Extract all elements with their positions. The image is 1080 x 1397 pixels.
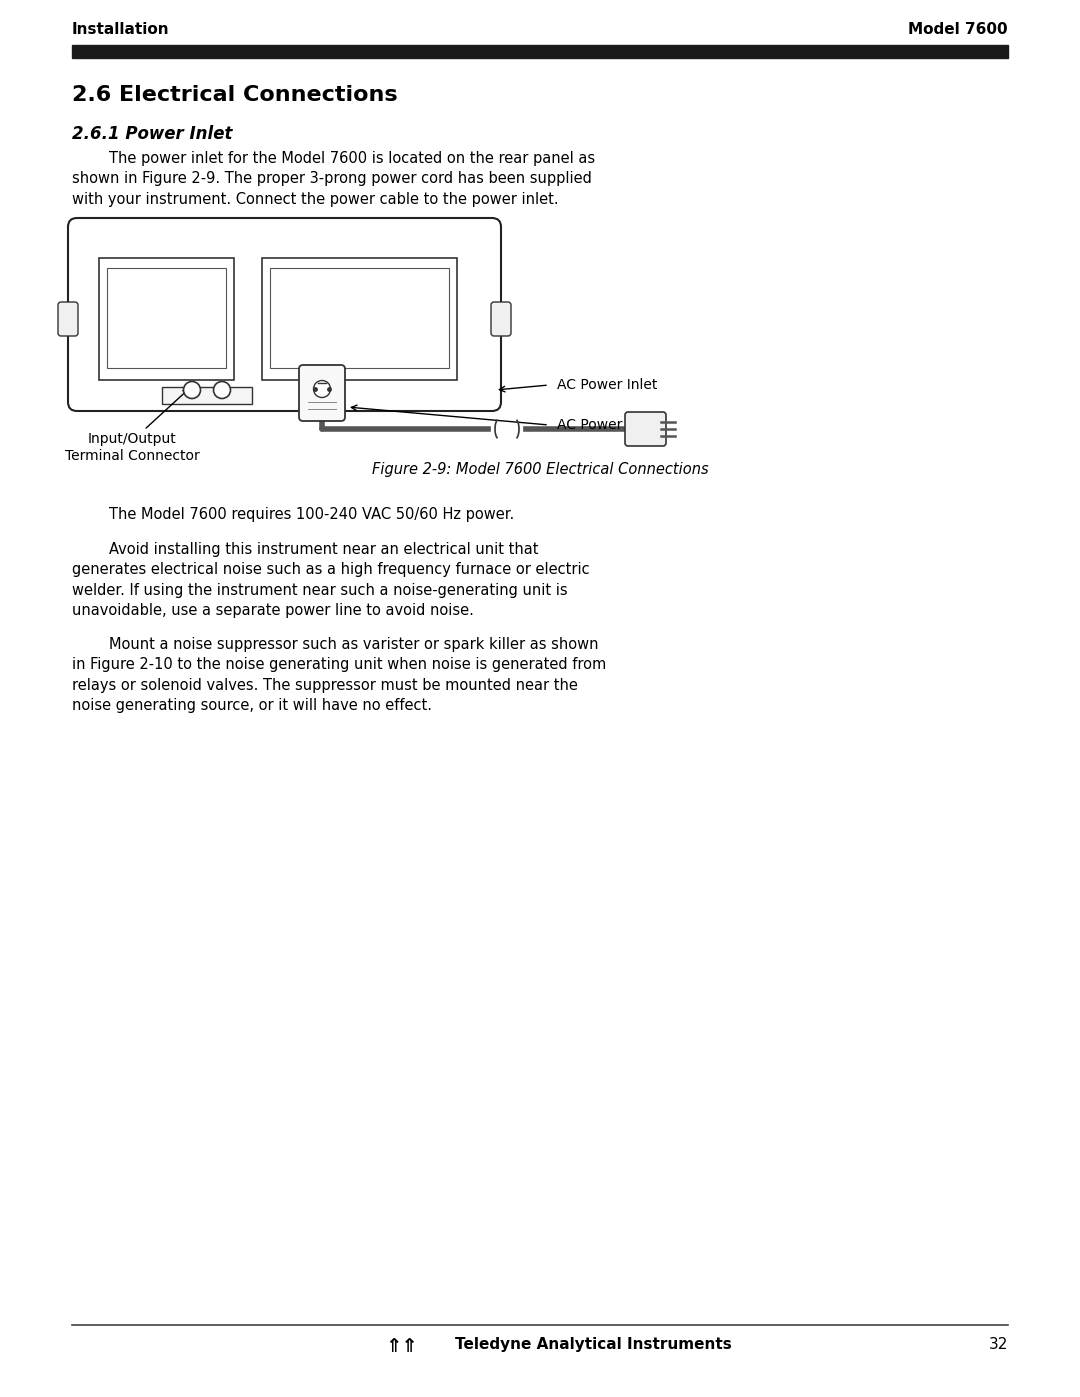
Circle shape (313, 380, 330, 398)
FancyBboxPatch shape (625, 412, 666, 446)
Text: Input/Output
Terminal Connector: Input/Output Terminal Connector (65, 432, 200, 464)
Text: ⇑⇑: ⇑⇑ (384, 1337, 418, 1356)
FancyBboxPatch shape (299, 365, 345, 420)
Bar (72, 45, 1008, 59)
Text: AC Power Cord: AC Power Cord (557, 418, 660, 432)
Bar (262, 258, 457, 380)
Text: Mount a noise suppressor such as varister or spark killer as shown
in Figure 2-1: Mount a noise suppressor such as variste… (72, 637, 606, 714)
Text: 32: 32 (988, 1337, 1008, 1352)
FancyBboxPatch shape (491, 302, 511, 337)
Text: Figure 2-9: Model 7600 Electrical Connections: Figure 2-9: Model 7600 Electrical Connec… (372, 462, 708, 476)
Bar (270, 268, 449, 367)
FancyBboxPatch shape (58, 302, 78, 337)
FancyBboxPatch shape (68, 218, 501, 411)
Bar (162, 387, 252, 404)
Text: The power inlet for the Model 7600 is located on the rear panel as
shown in Figu: The power inlet for the Model 7600 is lo… (72, 151, 595, 207)
FancyBboxPatch shape (303, 374, 340, 405)
Text: Teledyne Analytical Instruments: Teledyne Analytical Instruments (455, 1337, 732, 1352)
Text: 2.6.1 Power Inlet: 2.6.1 Power Inlet (72, 124, 232, 142)
Bar (99, 258, 234, 380)
Circle shape (184, 381, 201, 398)
Circle shape (214, 381, 230, 398)
Text: AC Power Inlet: AC Power Inlet (557, 379, 658, 393)
Bar (107, 268, 226, 367)
Text: Model 7600: Model 7600 (908, 22, 1008, 36)
Text: Avoid installing this instrument near an electrical unit that
generates electric: Avoid installing this instrument near an… (72, 542, 590, 619)
Text: Installation: Installation (72, 22, 170, 36)
Text: 2.6 Electrical Connections: 2.6 Electrical Connections (72, 85, 397, 105)
Text: The Model 7600 requires 100-240 VAC 50/60 Hz power.: The Model 7600 requires 100-240 VAC 50/6… (72, 507, 514, 522)
